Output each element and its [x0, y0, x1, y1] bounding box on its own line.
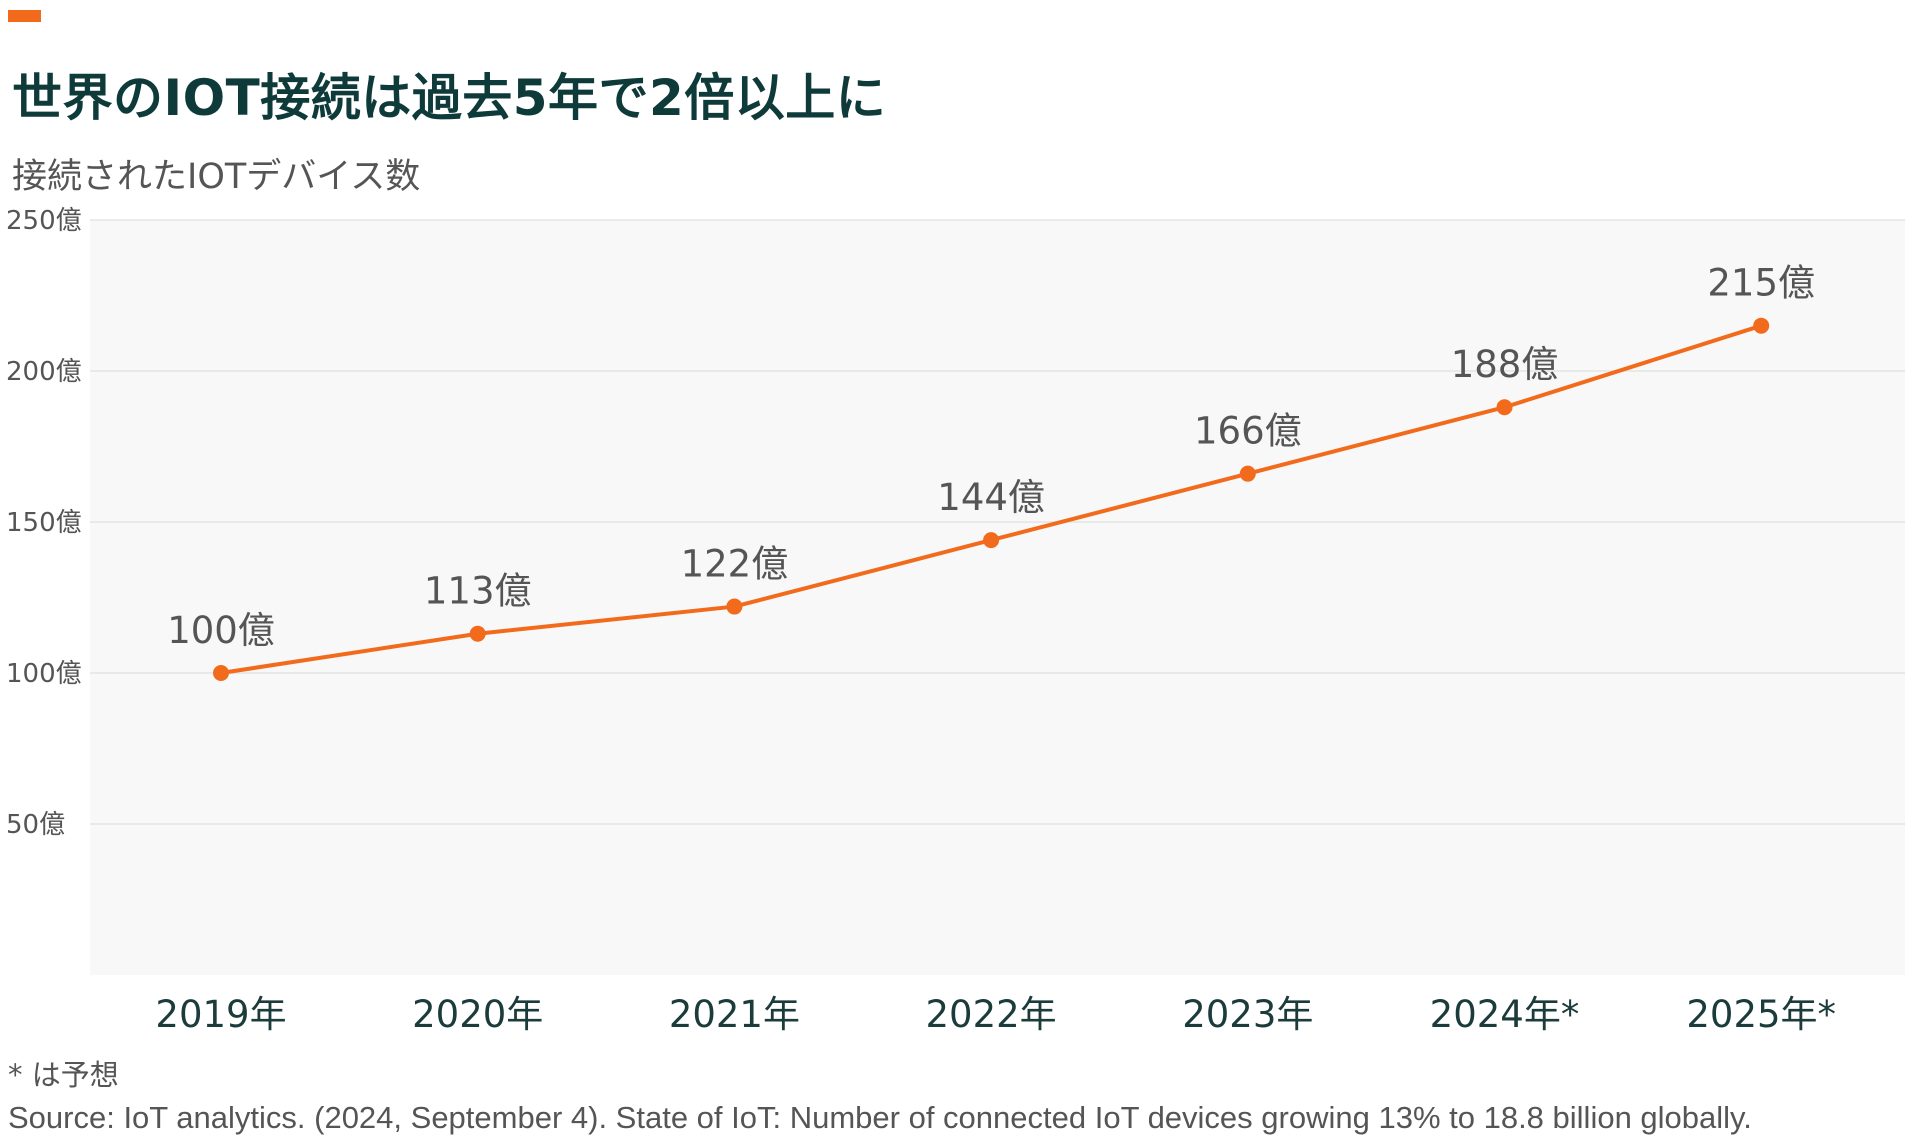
data-label: 122億 — [681, 543, 789, 586]
source-citation: Source: IoT analytics. (2024, September … — [8, 1100, 1752, 1135]
y-tick-label: 50億 — [6, 810, 65, 840]
chart-subtitle: 接続されたIOTデバイス数 — [12, 157, 421, 197]
y-tick-label: 100億 — [6, 659, 82, 689]
data-point — [1496, 399, 1513, 416]
data-point — [983, 532, 1000, 549]
x-tick-label: 2022年 — [926, 993, 1057, 1036]
data-label: 113億 — [424, 570, 532, 613]
y-tick-label: 150億 — [6, 508, 82, 538]
x-tick-label: 2019年 — [155, 993, 286, 1036]
data-point — [726, 598, 743, 615]
x-tick-label: 2025年* — [1686, 993, 1836, 1036]
plot-area — [90, 220, 1905, 975]
x-tick-label: 2024年* — [1430, 993, 1580, 1036]
y-tick-label: 200億 — [6, 357, 82, 387]
data-point — [1753, 317, 1770, 334]
accent-bar — [8, 10, 41, 22]
data-point — [469, 625, 486, 642]
data-label: 166億 — [1194, 410, 1302, 453]
x-tick-label: 2020年 — [412, 993, 543, 1036]
data-point — [213, 665, 229, 681]
data-point — [1239, 465, 1256, 482]
y-tick-label: 250億 — [6, 206, 82, 236]
data-label: 100億 — [167, 609, 275, 652]
x-tick-label: 2021年 — [669, 993, 800, 1036]
data-label: 215億 — [1707, 262, 1815, 305]
chart-title: 世界のIOT接続は過去5年で2倍以上に — [12, 69, 887, 127]
x-tick-label: 2023年 — [1182, 993, 1313, 1036]
forecast-note: * は予想 — [8, 1058, 119, 1092]
data-label: 188億 — [1451, 343, 1559, 386]
data-label: 144億 — [937, 476, 1045, 519]
